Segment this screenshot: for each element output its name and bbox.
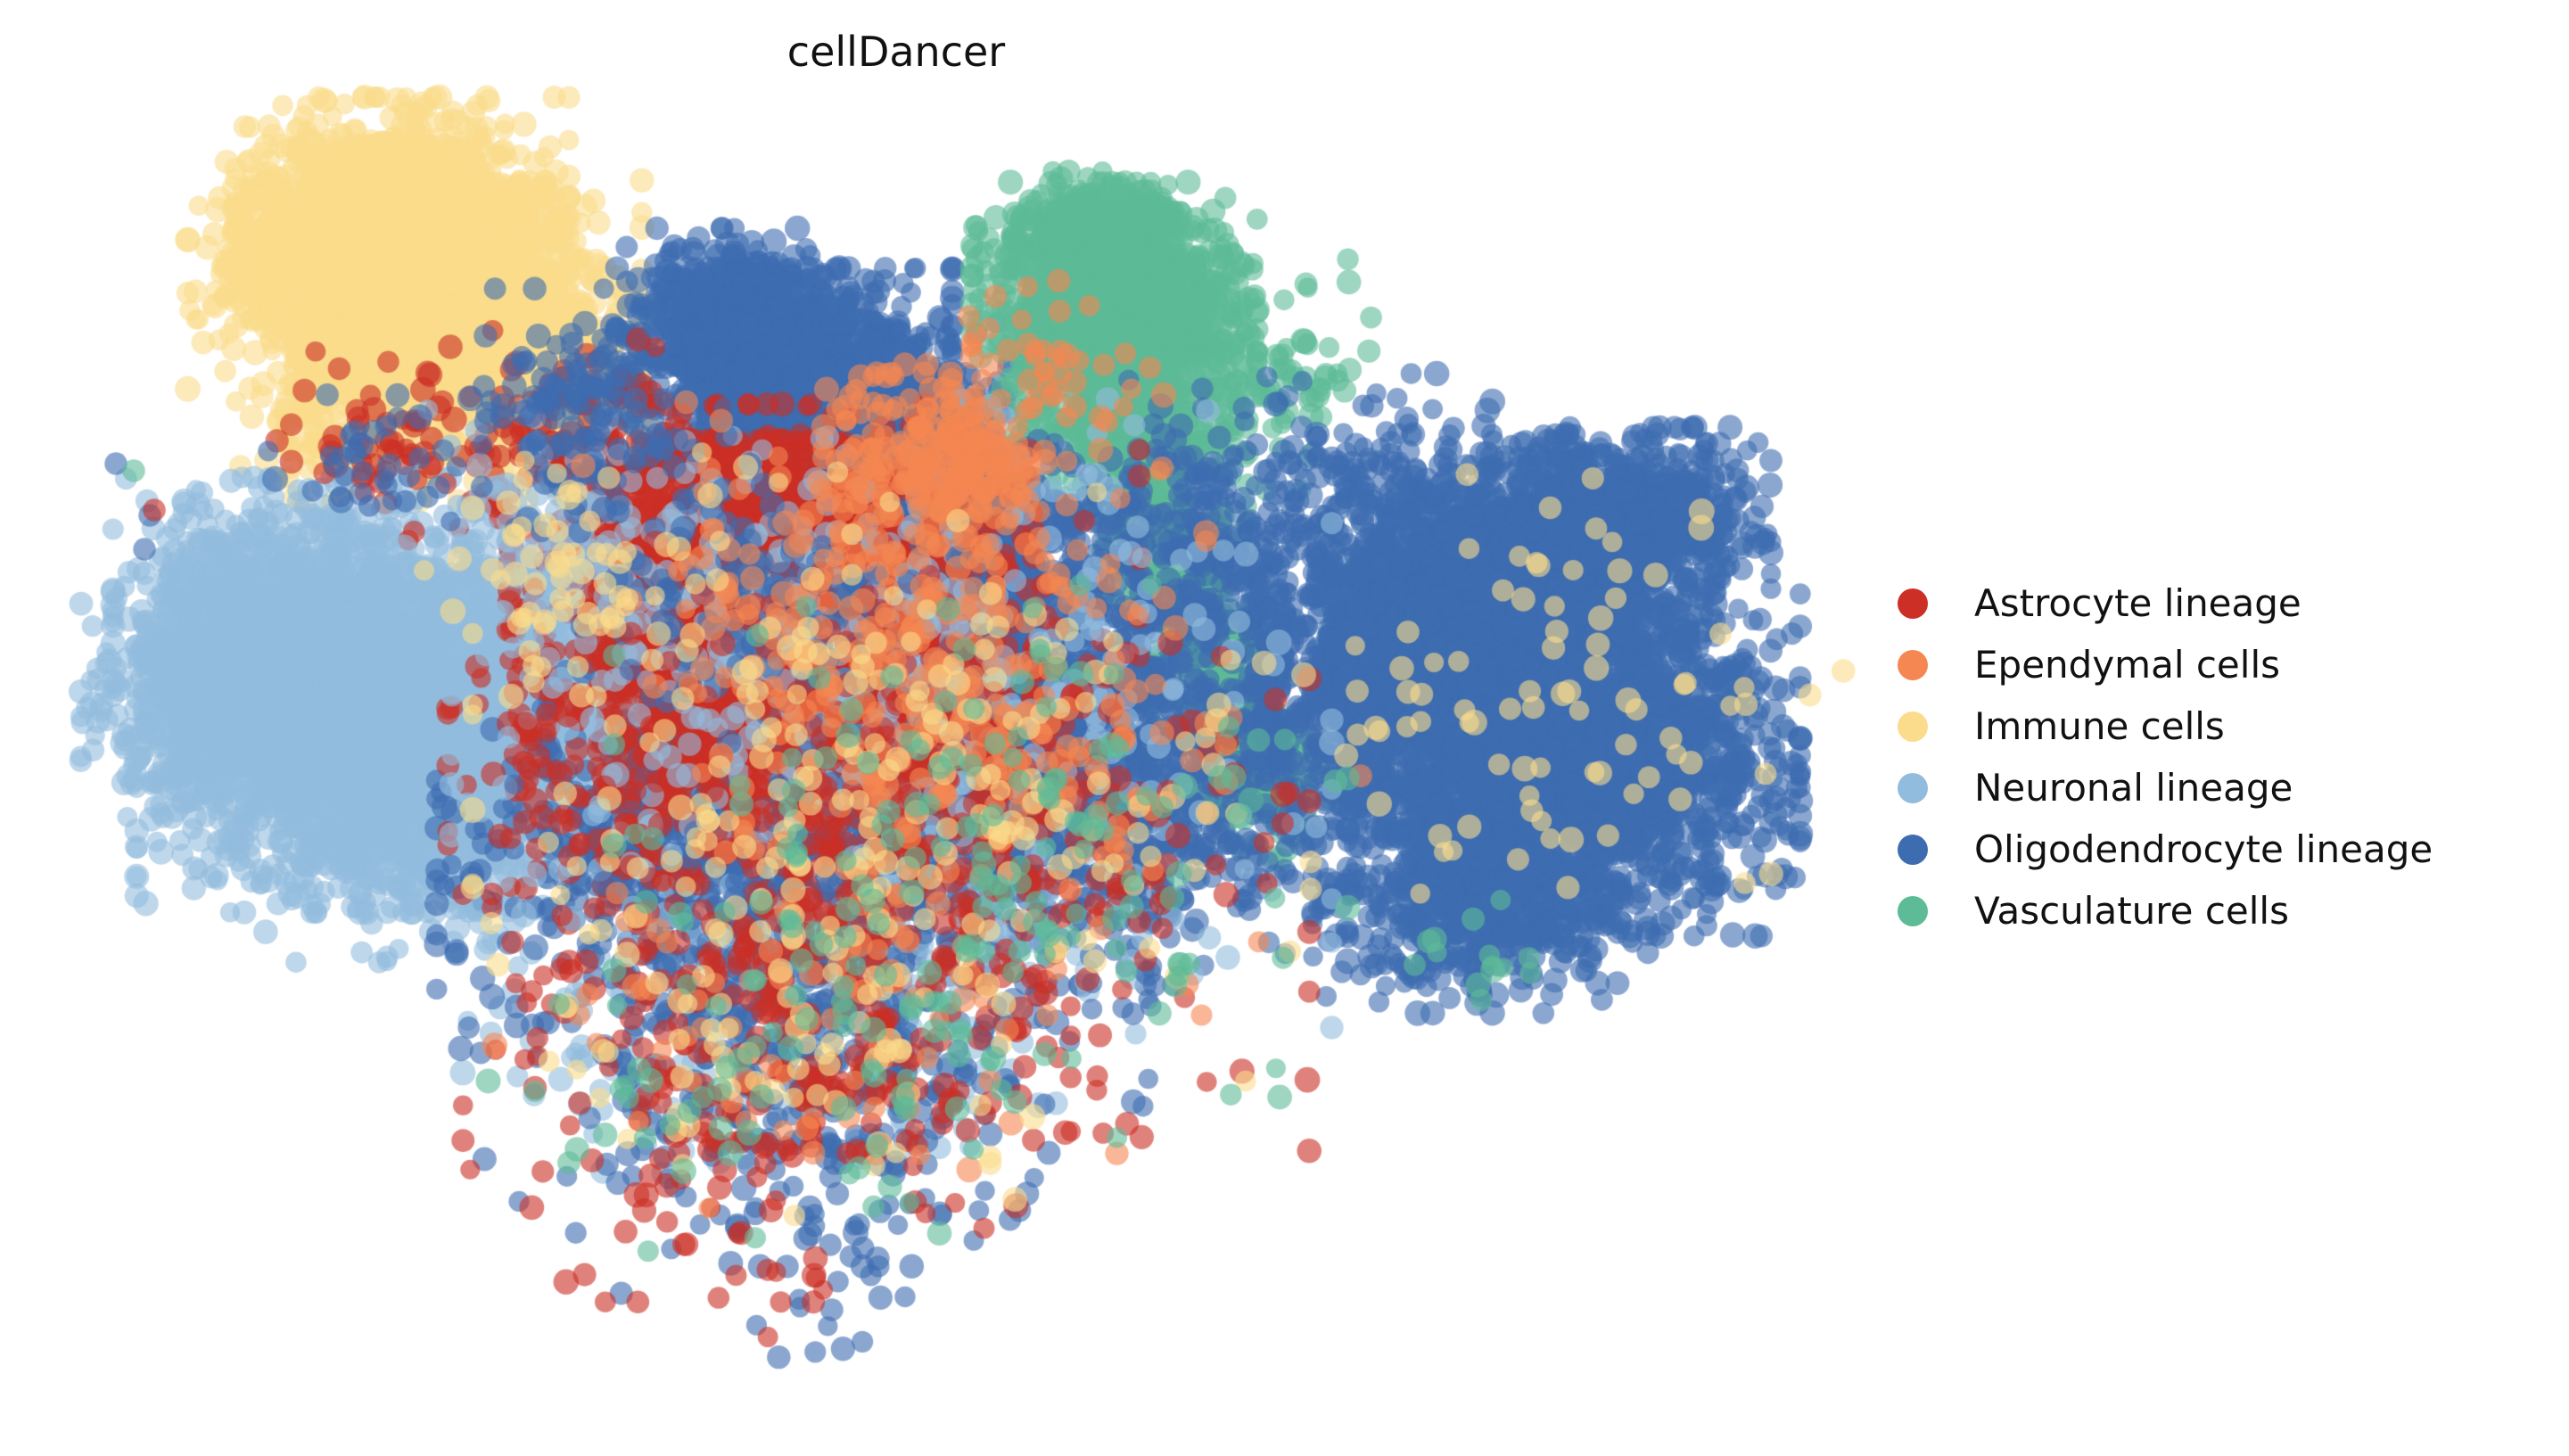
legend-label: Astrocyte lineage	[1974, 581, 2301, 625]
legend-label: Vasculature cells	[1974, 889, 2289, 933]
legend-item-immune: Immune cells	[1898, 695, 2433, 757]
legend-item-oligodendrocyte: Oligodendrocyte lineage	[1898, 818, 2433, 880]
legend-marker-icon	[1898, 772, 1928, 803]
chart-title: cellDancer	[786, 28, 1006, 76]
legend-label: Ependymal cells	[1974, 643, 2280, 687]
legend-item-ependymal: Ependymal cells	[1898, 634, 2433, 695]
legend-marker-icon	[1898, 649, 1928, 680]
legend-label: Immune cells	[1974, 704, 2225, 748]
legend-label: Neuronal lineage	[1974, 766, 2293, 810]
legend-marker-icon	[1898, 711, 1928, 742]
legend-marker-icon	[1898, 895, 1928, 926]
legend-item-astrocyte: Astrocyte lineage	[1898, 572, 2433, 634]
legend-label: Oligodendrocyte lineage	[1974, 827, 2433, 871]
legend-marker-icon	[1898, 588, 1928, 619]
legend-item-neuronal: Neuronal lineage	[1898, 757, 2433, 818]
legend-item-vasculature: Vasculature cells	[1898, 880, 2433, 942]
legend: Astrocyte lineage Ependymal cells Immune…	[1898, 572, 2433, 942]
legend-marker-icon	[1898, 834, 1928, 865]
